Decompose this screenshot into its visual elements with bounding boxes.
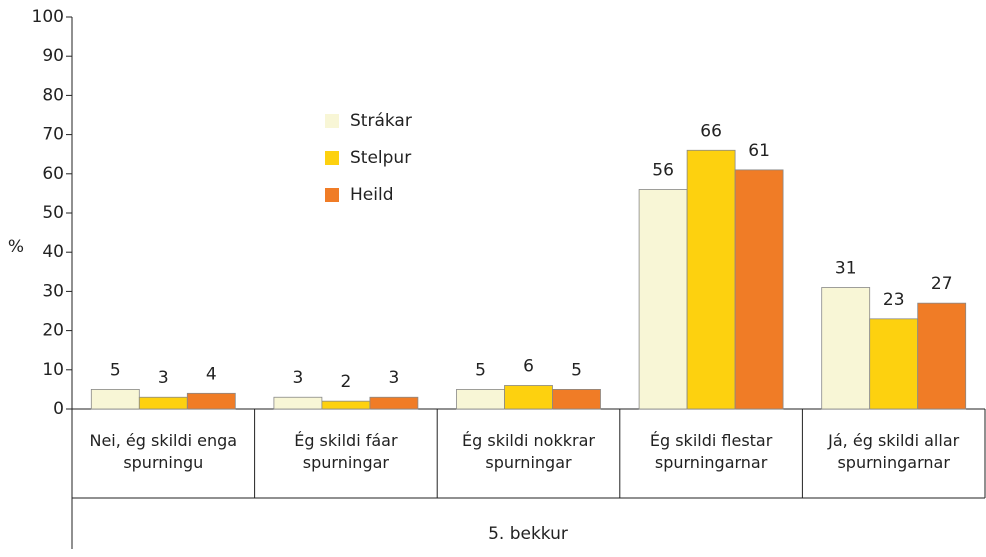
- bar: [138, 396, 188, 410]
- data-label: 27: [931, 274, 953, 294]
- bar: [869, 318, 919, 410]
- y-tick-label: 50: [42, 203, 64, 223]
- data-label: 5: [571, 360, 582, 380]
- data-label: 4: [206, 364, 217, 384]
- bar: [504, 385, 553, 410]
- bar: [734, 169, 784, 410]
- group-label: 5. bekkur: [488, 524, 568, 544]
- y-tick-label: 40: [42, 242, 64, 262]
- bar: [321, 400, 371, 410]
- data-label: 3: [388, 368, 399, 388]
- bar: [821, 287, 871, 410]
- x-tick-label: Ég skildi nokkrar spurningar: [462, 431, 595, 472]
- y-tick-label: 0: [53, 399, 64, 419]
- bar: [686, 149, 736, 410]
- legend-swatch: [325, 151, 339, 165]
- bar: [273, 396, 323, 410]
- data-label: 3: [158, 368, 169, 388]
- data-label: 66: [700, 121, 722, 141]
- data-label: 23: [883, 290, 905, 310]
- data-label: 2: [340, 372, 351, 392]
- data-label: 5: [475, 360, 486, 380]
- x-tick-label: Ég skildi fáar spurningar: [294, 431, 398, 472]
- y-tick-label: 30: [42, 281, 64, 301]
- data-label: 56: [652, 160, 674, 180]
- y-tick-label: 10: [42, 360, 64, 380]
- y-tick-label: 90: [42, 46, 64, 66]
- bar: [186, 392, 236, 410]
- bar: [90, 388, 140, 410]
- legend-swatch: [325, 188, 339, 202]
- legend-label: Heild: [350, 185, 393, 205]
- data-label: 31: [835, 258, 857, 278]
- y-tick-label: 60: [42, 164, 64, 184]
- x-tick-label: Já, ég skildi allar spurningarnar: [828, 431, 960, 472]
- y-tick-label: 70: [42, 125, 64, 145]
- data-label: 5: [110, 360, 121, 380]
- data-label: 61: [748, 141, 770, 161]
- bar: [552, 388, 601, 410]
- legend-label: Stelpur: [350, 148, 411, 168]
- legend-label: Strákar: [350, 111, 412, 131]
- x-tick-label: Nei, ég skildi enga spurningu: [89, 431, 238, 472]
- y-tick-label: 100: [32, 7, 64, 27]
- bar: [917, 302, 967, 410]
- legend-swatch: [325, 114, 339, 128]
- data-label: 3: [292, 368, 303, 388]
- y-tick-label: 20: [42, 321, 64, 341]
- y-tick-label: 80: [42, 85, 64, 105]
- y-axis-label: %: [8, 237, 24, 257]
- bar: [456, 388, 505, 410]
- bar: [638, 189, 688, 410]
- data-label: 6: [523, 356, 534, 376]
- bar: [369, 396, 419, 410]
- x-tick-label: Ég skildi flestar spurningarnar: [649, 431, 773, 472]
